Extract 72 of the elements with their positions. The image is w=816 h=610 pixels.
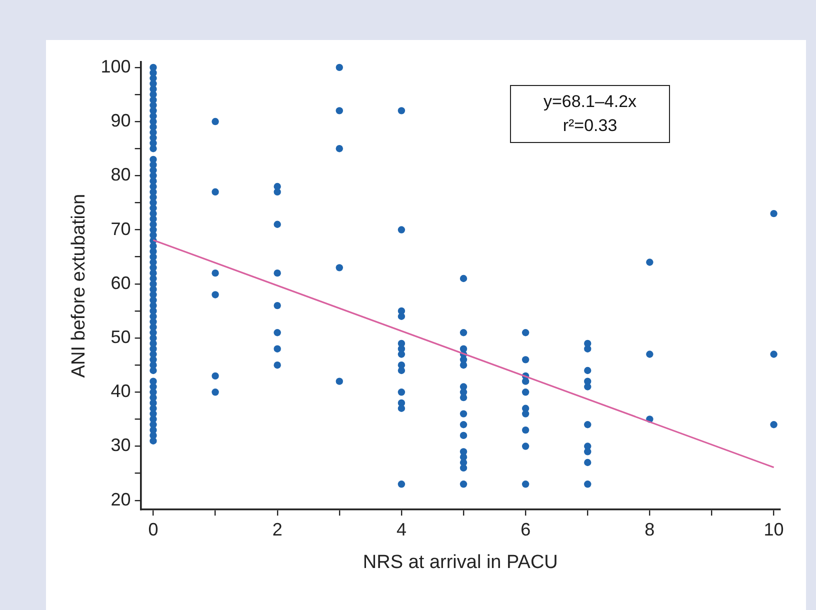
point <box>584 480 592 488</box>
point <box>274 302 281 310</box>
point <box>460 480 468 488</box>
point <box>336 264 344 272</box>
point <box>522 480 530 488</box>
point <box>522 378 530 385</box>
point <box>522 329 530 336</box>
y-axis-title: ANI before extubation <box>68 194 90 378</box>
point <box>584 383 592 390</box>
point <box>584 448 592 456</box>
point <box>398 388 406 396</box>
point <box>460 421 468 428</box>
point <box>522 356 530 364</box>
y-tick-label: 20 <box>110 489 131 510</box>
point <box>646 258 654 266</box>
point <box>274 220 281 228</box>
annotation: y=68.1–4.2x <box>543 91 637 113</box>
point <box>274 361 281 369</box>
point <box>336 145 344 152</box>
point <box>460 432 468 440</box>
point <box>336 64 344 72</box>
point <box>274 269 281 277</box>
point <box>522 388 530 396</box>
point <box>212 372 219 380</box>
point <box>274 188 281 196</box>
point <box>336 378 344 385</box>
point <box>212 269 219 277</box>
point <box>522 426 530 434</box>
y-tick-label: 100 <box>100 56 131 76</box>
point <box>584 366 592 374</box>
y-tick-label: 50 <box>110 327 131 347</box>
point <box>770 350 778 358</box>
point <box>398 480 406 488</box>
point <box>212 291 219 298</box>
point <box>522 410 530 418</box>
point <box>398 226 406 234</box>
x-tick-label: 2 <box>272 519 282 540</box>
point <box>770 421 778 428</box>
point <box>212 118 219 126</box>
point <box>336 107 344 114</box>
x-tick-label: 10 <box>764 519 784 540</box>
point <box>274 345 281 352</box>
x-tick-label: 4 <box>396 519 406 540</box>
x-tick-label: 6 <box>520 519 531 540</box>
point <box>212 188 219 196</box>
point <box>584 458 592 466</box>
point <box>584 421 592 428</box>
y-tick-label: 30 <box>110 435 131 456</box>
y-tick-label: 60 <box>110 272 131 293</box>
point <box>398 312 406 320</box>
x-axis-title: NRS at arrival in PACU <box>362 552 558 573</box>
y-tick-label: 70 <box>110 218 131 239</box>
point <box>522 442 530 450</box>
point <box>212 388 219 396</box>
point <box>398 350 406 358</box>
x-tick-label: 0 <box>148 519 158 540</box>
point <box>770 210 778 218</box>
annotation: r²=0.33 <box>562 115 618 137</box>
point <box>460 410 468 418</box>
point <box>460 329 468 336</box>
point <box>274 329 281 336</box>
y-tick-label: 80 <box>110 164 131 185</box>
point <box>398 107 406 114</box>
point <box>646 350 654 358</box>
point <box>460 464 468 472</box>
y-tick-label: 40 <box>110 381 131 402</box>
x-tick-label: 8 <box>644 519 655 540</box>
y-tick-label: 90 <box>110 110 131 131</box>
point <box>398 404 406 412</box>
point <box>584 345 592 352</box>
point <box>460 274 468 282</box>
point <box>398 366 406 374</box>
